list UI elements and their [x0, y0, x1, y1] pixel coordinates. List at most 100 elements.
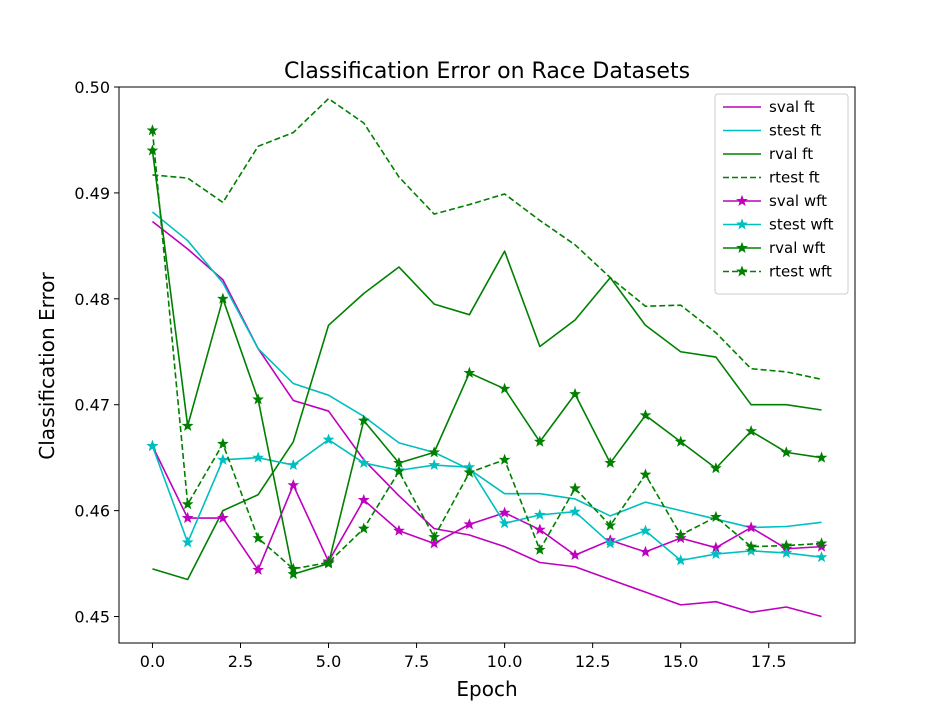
legend-label-stest-wft: stest wft: [769, 216, 834, 234]
data-point-stest-wft: [357, 456, 370, 468]
data-point-rval-wft: [393, 456, 405, 468]
legend-box: [714, 93, 849, 295]
data-point-stest-wft: [322, 433, 335, 445]
data-point-rtest-wft: [604, 519, 617, 531]
data-point-sval-wft: [463, 518, 476, 530]
data-point-sval-wft: [287, 479, 300, 491]
data-point-sval-wft: [569, 548, 581, 561]
data-point-stest-wft: [181, 536, 194, 548]
data-point-rval-wft: [463, 366, 476, 378]
y-tick-label: 0.50: [74, 78, 110, 97]
data-point-rtest-wft: [357, 522, 370, 534]
data-point-rtest-wft: [463, 466, 476, 478]
legend: sval ft stest ft rval ft rtest ft sval wft st…: [714, 93, 849, 295]
data-point-rtest-wft: [393, 465, 405, 477]
data-point-rval-wft: [639, 409, 652, 421]
series-rval-ft: [152, 250, 822, 581]
series-line-rtest-wft: [151, 130, 822, 570]
data-point-rtest-wft: [533, 543, 546, 555]
data-point-rtest-wft: [780, 539, 793, 551]
data-point-sval-wft: [428, 537, 441, 549]
legend-marker-rtest-wft: [736, 265, 748, 277]
data-point-rval-wft: [745, 425, 757, 437]
x-tick-label: 2.5: [228, 652, 253, 671]
y-tick-label: 0.49: [74, 184, 110, 203]
data-point-rtest-wft: [569, 482, 581, 494]
data-point-rtest-wft: [674, 528, 687, 540]
data-point-rtest-wft: [498, 453, 511, 465]
data-point-rval-wft: [357, 414, 370, 426]
data-point-rtest-wft: [639, 468, 652, 480]
data-point-rval-wft: [604, 456, 617, 468]
legend-marker-rval-wft: [736, 241, 748, 253]
x-tick-label: 12.5: [575, 652, 611, 671]
data-point-sval-wft: [393, 524, 405, 536]
data-point-rval-wft: [815, 451, 828, 463]
data-point-rtest-wft: [322, 556, 335, 568]
data-point-rval-wft: [428, 446, 441, 458]
data-point-rtest-wft: [217, 437, 229, 449]
axis-ticks: 0.0 2.5 5.0 7.5 10.0 12.5 15.0 17.5 0.45 0.46 0.47…: [74, 78, 786, 671]
data-point-stest-wft: [287, 458, 300, 471]
series-line-stest-wft: [151, 438, 822, 562]
series-sval-wft: [146, 439, 828, 575]
data-point-rval-wft: [710, 462, 722, 474]
data-point-sval-wft: [252, 563, 264, 575]
data-point-rval-wft: [533, 435, 546, 447]
data-point-stest-wft: [674, 554, 687, 566]
legend-label-rtest-ft: rtest ft: [769, 169, 820, 187]
series-line-stest-ft: [151, 211, 822, 529]
data-point-stest-wft: [780, 546, 793, 558]
data-point-stest-wft: [745, 544, 757, 556]
data-point-sval-wft: [181, 511, 194, 524]
legend-marker-sval-wft: [736, 194, 748, 206]
x-tick-label: 17.5: [751, 652, 787, 671]
legend-marker-stest-wft: [736, 218, 748, 230]
data-point-stest-wft: [252, 451, 264, 463]
data-point-rtest-wft: [428, 530, 441, 543]
y-tick-label: 0.46: [74, 502, 110, 521]
data-point-sval-wft: [533, 523, 546, 535]
data-point-stest-wft: [710, 547, 722, 560]
data-point-rtest-wft: [252, 532, 264, 544]
legend-label-rval-wft: rval wft: [769, 239, 825, 257]
data-point-sval-wft: [639, 545, 652, 557]
data-point-rval-wft: [674, 435, 687, 447]
data-point-rtest-wft: [815, 537, 828, 549]
x-tick-label: 0.0: [140, 652, 165, 671]
series-line-sval-ft: [151, 220, 822, 618]
data-point-stest-wft: [569, 505, 581, 517]
data-point-rtest-wft: [745, 540, 757, 552]
series-line-sval-wft: [151, 445, 822, 571]
data-point-rval-wft: [181, 419, 194, 431]
data-point-rtest-wft: [710, 510, 722, 522]
series-stest-ft: [151, 211, 822, 529]
data-point-sval-wft: [498, 506, 511, 518]
legend-label-stest-ft: stest ft: [769, 122, 821, 140]
x-tick-label: 5.0: [316, 652, 341, 671]
data-point-stest-wft: [639, 524, 652, 536]
data-point-stest-wft: [533, 508, 546, 520]
data-point-rval-wft: [569, 387, 581, 400]
data-point-sval-wft: [815, 540, 828, 552]
series-stest-wft: [146, 433, 828, 566]
data-point-rval-wft: [146, 144, 159, 156]
x-tick-label: 10.0: [487, 652, 523, 671]
data-point-sval-wft: [217, 511, 229, 524]
series-line-rtest-ft: [152, 97, 822, 381]
y-tick-label: 0.48: [74, 290, 110, 309]
chart-title: Classification Error on Race Datasets: [284, 59, 690, 84]
data-point-stest-wft: [815, 551, 828, 563]
series-line-rval-ft: [152, 250, 822, 581]
data-point-rval-wft: [498, 382, 511, 394]
data-point-rval-wft: [217, 292, 229, 304]
data-point-stest-wft: [498, 517, 511, 529]
series-rtest-wft: [146, 124, 828, 574]
data-point-stest-wft: [217, 453, 229, 465]
series-rval-wft: [146, 144, 828, 580]
data-point-stest-wft: [428, 458, 441, 471]
data-point-rval-wft: [780, 446, 793, 458]
x-tick-label: 7.5: [404, 652, 429, 671]
x-tick-label: 15.0: [663, 652, 699, 671]
